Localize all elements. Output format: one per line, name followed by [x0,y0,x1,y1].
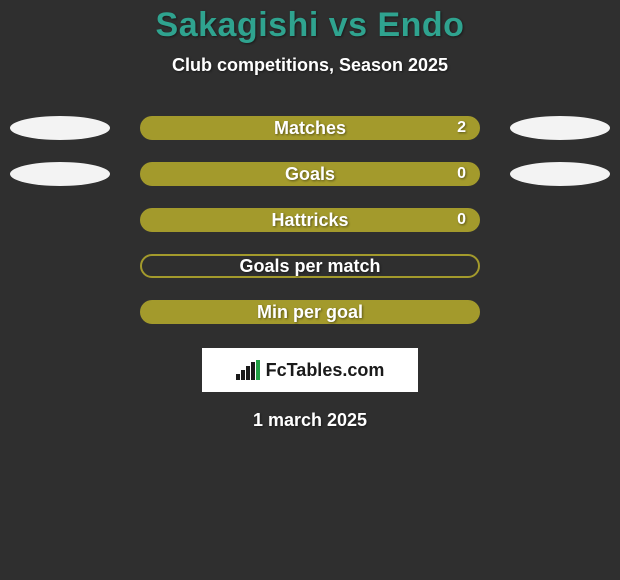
logo-text: FcTables.com [266,360,385,381]
stat-row: Goals per match [0,254,620,278]
stat-label: Matches [274,118,346,139]
stat-row: Hattricks 0 [0,208,620,232]
stat-row: Min per goal [0,300,620,324]
stat-bar: Matches 2 [140,116,480,140]
stat-row: Matches 2 [0,116,620,140]
right-ellipse [510,116,610,140]
stat-rows: Matches 2 Goals 0 Hattricks 0 Goals per match M… [0,116,620,324]
page-title: Sakagishi vs Endo [0,6,620,45]
stat-bar: Hattricks 0 [140,208,480,232]
stat-label: Goals per match [239,256,380,277]
left-ellipse [10,116,110,140]
barchart-icon [236,360,260,380]
comparison-card: Sakagishi vs Endo Club competitions, Sea… [0,0,620,580]
stat-value: 0 [457,165,466,183]
stat-bar: Min per goal [140,300,480,324]
stat-bar: Goals per match [140,254,480,278]
stat-value: 2 [457,119,466,137]
footer-date: 1 march 2025 [0,410,620,431]
stat-value: 0 [457,211,466,229]
right-ellipse [510,162,610,186]
stat-row: Goals 0 [0,162,620,186]
stat-label: Goals [285,164,335,185]
stat-label: Min per goal [257,302,363,323]
page-subtitle: Club competitions, Season 2025 [0,55,620,76]
logo-box: FcTables.com [202,348,418,392]
stat-bar: Goals 0 [140,162,480,186]
stat-label: Hattricks [271,210,348,231]
left-ellipse [10,162,110,186]
